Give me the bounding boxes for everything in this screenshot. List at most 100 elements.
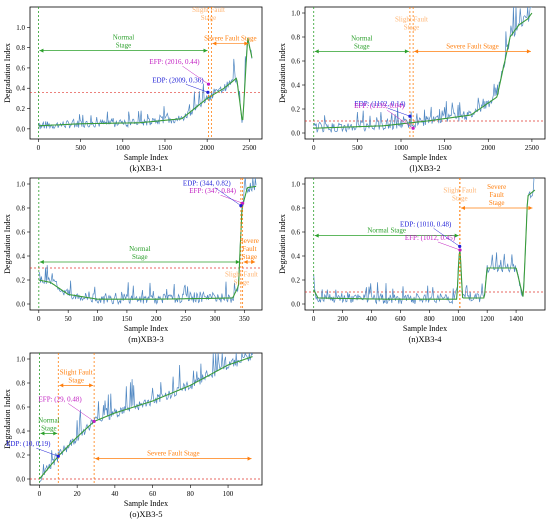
y-tick-label: 1.0 xyxy=(16,24,25,32)
stage-label: Severe Fault Stage xyxy=(446,42,499,50)
arrow-head xyxy=(243,260,248,264)
y-tick-label: 0.2 xyxy=(291,106,300,114)
annotation-label: EDP: (344, 0.82) xyxy=(183,180,232,188)
annotation-leader xyxy=(36,447,59,457)
y-axis-label: Degradation Index xyxy=(3,389,12,449)
x-tick-label: 20 xyxy=(74,490,82,498)
annotation-label: EFP: (1139, 0.04) xyxy=(354,102,405,110)
stage-label: Severe Fault Stage xyxy=(204,35,257,43)
arrow-head xyxy=(95,456,100,461)
plot-area xyxy=(30,7,262,139)
plot-frame xyxy=(304,6,546,140)
arrow-head xyxy=(203,48,208,53)
subplot-k: 0 500 1000 1500 2000 2500 0.0 0.2 0.4 0.6 0.8 1.0 Sa… xyxy=(3,6,263,173)
y-tick-label: 0.0 xyxy=(291,301,300,309)
x-tick-label: 1400 xyxy=(509,315,524,323)
y-tick-label: 0.0 xyxy=(291,130,300,138)
x-axis-label: Sample Index xyxy=(403,324,447,333)
y-tick-label: 0.4 xyxy=(16,85,25,93)
x-axis-label: Sample Index xyxy=(403,153,447,162)
stage-label: Normal xyxy=(351,34,372,42)
y-tick-label: 0.0 xyxy=(16,476,25,484)
y-tick-label: 0.2 xyxy=(16,105,25,113)
y-tick-label: 0.8 xyxy=(291,34,300,42)
degradation-signal xyxy=(313,7,532,133)
x-tick-label: 350 xyxy=(239,315,250,323)
x-tick-label: 0 xyxy=(312,315,316,323)
stage-label: Normal Stage xyxy=(367,227,406,235)
arrow-head xyxy=(414,49,419,54)
x-tick-label: 150 xyxy=(122,315,133,323)
x-tick-label: 2000 xyxy=(481,144,496,152)
arrow-head xyxy=(314,49,319,54)
trend-curve xyxy=(38,356,253,480)
plot-area xyxy=(305,7,545,139)
annotation-leader xyxy=(387,107,410,117)
x-tick-label: 80 xyxy=(187,490,195,498)
annotation-label: EFP: (2016, 0.44) xyxy=(149,58,200,66)
subplot-m: 0 50 100 150 200 250 300 350 0.0 0.2 0.4 0.6 0.8 1.0 S… xyxy=(3,177,263,344)
arrow-head xyxy=(39,260,44,264)
stage-label: Stage xyxy=(132,253,148,261)
arrow-head xyxy=(526,49,531,54)
plot-frame xyxy=(29,177,263,311)
y-axis-label: Degradation Index xyxy=(278,214,287,274)
x-tick-label: 40 xyxy=(111,490,119,498)
degradation-signal xyxy=(38,178,257,306)
subplot-caption: (n)XB3-4 xyxy=(408,334,442,344)
arrow-head xyxy=(454,233,459,238)
stage-label: Stage xyxy=(68,376,84,384)
arrow-head xyxy=(59,383,64,388)
stage-label: Slight Fault xyxy=(225,270,258,278)
x-tick-label: 400 xyxy=(366,315,377,323)
x-axis-label: Sample Index xyxy=(124,153,168,162)
arrow-head xyxy=(244,41,249,46)
y-tick-label: 0.4 xyxy=(16,428,25,436)
y-tick-label: 0.8 xyxy=(16,44,25,52)
arrow-head xyxy=(235,260,240,264)
x-tick-label: 500 xyxy=(352,144,363,152)
x-tick-label: 1200 xyxy=(480,315,495,323)
subplot-caption: (o)XB3-5 xyxy=(129,509,162,519)
y-axis-label: Degradation Index xyxy=(3,43,12,103)
annotation-label: EDP: (10, 0.19) xyxy=(6,440,51,448)
y-axis-label: Degradation Index xyxy=(278,43,287,103)
stage-label: Normal xyxy=(129,245,150,253)
plot-frame xyxy=(29,6,263,140)
x-tick-label: 200 xyxy=(337,315,348,323)
y-tick-label: 1.0 xyxy=(291,10,300,18)
y-tick-label: 0.4 xyxy=(291,253,300,261)
annotation-label: EFP: (29, 0.48) xyxy=(39,395,83,403)
stage-label: Slight Fault xyxy=(192,6,225,14)
x-tick-label: 60 xyxy=(149,490,157,498)
arrow-head xyxy=(40,431,45,436)
arrow-head xyxy=(404,49,409,54)
stage-label: Normal xyxy=(38,416,59,424)
x-tick-label: 250 xyxy=(180,315,191,323)
y-tick-label: 0.2 xyxy=(291,277,300,285)
arrow-head xyxy=(460,206,465,210)
stage-label: Fault xyxy=(242,245,256,253)
x-tick-label: 50 xyxy=(65,315,73,323)
x-tick-label: 0 xyxy=(38,490,42,498)
stage-label: Stage xyxy=(404,23,420,31)
annotation-label: EFP: (347, 0.84) xyxy=(189,187,236,195)
y-tick-label: 0.0 xyxy=(16,301,25,309)
annotation-leader xyxy=(67,403,95,422)
y-tick-label: 1.0 xyxy=(291,181,300,189)
x-axis-label: Sample Index xyxy=(124,499,168,508)
x-tick-label: 2500 xyxy=(525,144,540,152)
subplot-caption: (m)XB3-3 xyxy=(128,334,163,344)
y-tick-label: 1.0 xyxy=(16,356,25,364)
event-point xyxy=(56,454,60,458)
annotation-leader xyxy=(386,109,414,129)
y-tick-label: 0.4 xyxy=(16,253,25,261)
subplot-caption: (l)XB3-2 xyxy=(409,163,440,173)
x-tick-label: 0 xyxy=(37,144,41,152)
x-tick-label: 600 xyxy=(395,315,406,323)
y-tick-label: 0.0 xyxy=(16,125,25,133)
y-tick-label: 0.8 xyxy=(291,205,300,213)
stage-label: Stage xyxy=(242,253,258,261)
y-tick-label: 0.2 xyxy=(16,277,25,285)
x-tick-label: 2500 xyxy=(242,144,257,152)
